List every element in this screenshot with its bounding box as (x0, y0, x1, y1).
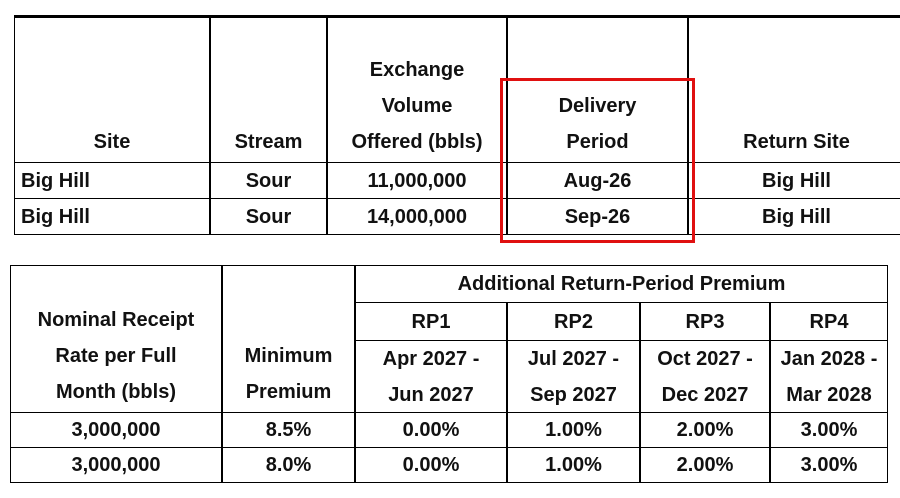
data-cell: Sour (210, 162, 327, 199)
cell-text: 3,000,000 (71, 454, 161, 476)
period-range: Oct 2027 - Dec 2027 (640, 340, 770, 413)
header-cell: Delivery Period (507, 15, 688, 163)
header-cell: Exchange Volume Offered (bbls) (327, 15, 507, 163)
cell-text: RP3 (685, 310, 725, 333)
group-header: Additional Return-Period Premium (355, 265, 888, 303)
cell-text: 0.00% (402, 454, 460, 476)
data-cell: 3,000,000 (10, 412, 222, 448)
cell-text: Aug-26 (563, 169, 632, 192)
cell-text: Mar 2028 (786, 383, 872, 406)
cell-text: RP4 (809, 310, 849, 333)
cell-text: RP1 (411, 310, 451, 333)
cell-text: 2.00% (676, 419, 734, 441)
cell-text: 0.00% (402, 419, 460, 441)
cell-text: Offered (bbls) (351, 131, 483, 153)
data-cell: Sour (210, 198, 327, 235)
cell-text: Jun 2027 (388, 383, 474, 406)
cell-text: 2.00% (676, 454, 734, 476)
cell-text: Period (566, 131, 629, 153)
period-range: Jan 2028 - Mar 2028 (770, 340, 888, 413)
cell-text: Site (93, 131, 131, 153)
cell-text: Sour (245, 205, 292, 228)
cell-text: Big Hill (762, 205, 831, 228)
cell-text: Dec 2027 (661, 383, 749, 406)
period-range: Jul 2027 - Sep 2027 (507, 340, 640, 413)
highlight-box (500, 78, 695, 243)
cell-text: Month (bbls) (56, 381, 176, 403)
cell-text: Sep 2027 (530, 383, 617, 406)
cell-text: Nominal Receipt (37, 309, 195, 331)
cell-text: Minimum (244, 345, 333, 367)
header-cell: Nominal Receipt Rate per Full Month (bbls) (10, 265, 222, 413)
cell-text: Stream (234, 131, 303, 153)
cell-text: Additional Return-Period Premium (457, 273, 786, 295)
cell-text: Exchange (369, 59, 465, 81)
data-cell: 1.00% (507, 412, 640, 448)
data-cell: Big Hill (14, 162, 210, 199)
cell-text: Sep-26 (564, 205, 631, 228)
cell-text: Sour (245, 169, 292, 192)
period-range: Apr 2027 - Jun 2027 (355, 340, 507, 413)
data-cell: 0.00% (355, 447, 507, 483)
data-cell: Big Hill (688, 198, 900, 235)
data-cell: 3.00% (770, 412, 888, 448)
cell-text: 11,000,000 (367, 169, 467, 192)
period-name: RP1 (355, 302, 507, 341)
period-name: RP2 (507, 302, 640, 341)
period-name: RP3 (640, 302, 770, 341)
cell-text: Return Site (743, 131, 850, 153)
data-cell: 3.00% (770, 447, 888, 483)
data-cell: 2.00% (640, 447, 770, 483)
data-cell: 1.00% (507, 447, 640, 483)
cell-text: 1.00% (545, 419, 602, 441)
data-cell: Big Hill (14, 198, 210, 235)
cell-text: Oct 2027 - (657, 347, 753, 370)
data-cell: Big Hill (688, 162, 900, 199)
cell-text: 3,000,000 (71, 419, 161, 441)
cell-text: Big Hill (762, 169, 831, 192)
data-cell: 3,000,000 (10, 447, 222, 483)
cell-text: 8.5% (265, 419, 312, 441)
data-cell: 8.0% (222, 447, 355, 483)
cell-text: 3.00% (800, 419, 858, 441)
cell-text: 8.0% (265, 454, 312, 476)
header-cell: Minimum Premium (222, 265, 355, 413)
cell-text: 14,000,000 (366, 205, 468, 228)
data-cell: 8.5% (222, 412, 355, 448)
cell-text: Jul 2027 - (527, 347, 620, 370)
cell-text: Premium (245, 381, 332, 403)
header-cell: Site (14, 15, 210, 163)
data-cell: 0.00% (355, 412, 507, 448)
cell-text: 3.00% (800, 454, 858, 476)
cell-text: Big Hill (21, 169, 90, 192)
cell-text: Apr 2027 - (382, 347, 480, 370)
cell-text: 1.00% (545, 454, 602, 476)
cell-text: RP2 (554, 310, 593, 333)
cell-text: Delivery (558, 95, 637, 117)
data-cell: 11,000,000 (327, 162, 507, 199)
cell-text: Rate per Full (55, 345, 177, 367)
period-name: RP4 (770, 302, 888, 341)
header-cell: Return Site (688, 15, 900, 163)
header-cell: Stream (210, 15, 327, 163)
cell-text: Jan 2028 - (780, 347, 878, 370)
cell-text: Volume (381, 95, 453, 117)
cell-text: Big Hill (21, 205, 90, 228)
data-cell: 2.00% (640, 412, 770, 448)
data-cell: Sep-26 (507, 198, 688, 235)
data-cell: 14,000,000 (327, 198, 507, 235)
